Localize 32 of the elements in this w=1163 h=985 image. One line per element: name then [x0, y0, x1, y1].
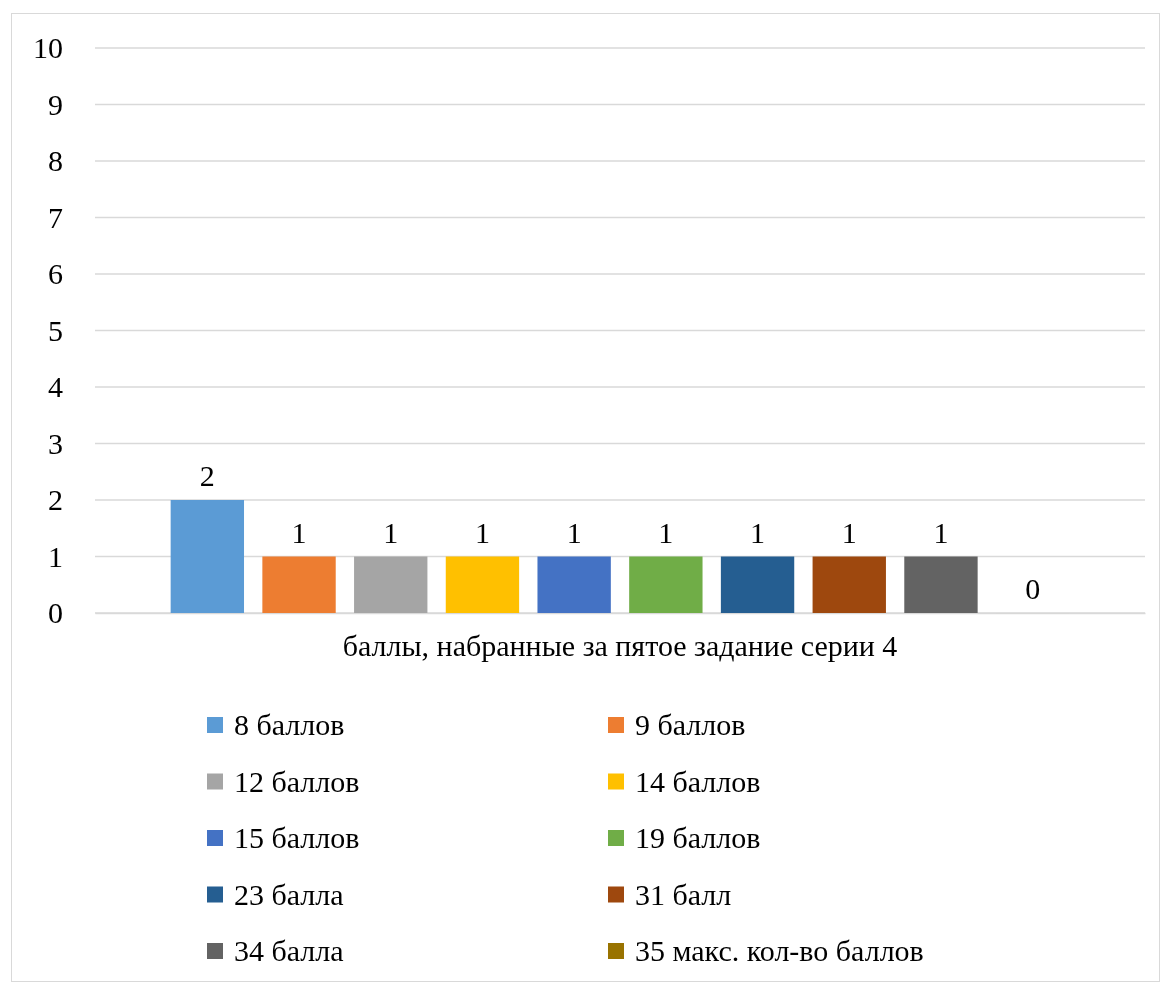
legend-label: 34 балла	[234, 934, 344, 967]
legend-label: 9 баллов	[635, 708, 746, 741]
data-label: 1	[291, 515, 307, 549]
y-tick-label: 10	[33, 31, 63, 65]
y-tick-label: 9	[48, 87, 63, 121]
data-label: 1	[474, 515, 490, 549]
legend-label: 12 баллов	[234, 764, 360, 798]
y-tick-label: 8	[48, 144, 63, 178]
legend-label: 23 балла	[234, 877, 344, 911]
data-label: 2	[199, 459, 215, 492]
data-label: 1	[383, 515, 399, 549]
data-label: 1	[750, 515, 766, 549]
y-tick-label: 7	[48, 200, 63, 234]
data-label: 1	[933, 515, 949, 549]
legend-label: 31 балл	[635, 877, 732, 911]
y-tick-label: 5	[48, 313, 63, 347]
legend-label: 35 макс. кол-во баллов	[635, 934, 924, 967]
data-label: 1	[566, 515, 582, 549]
y-tick-label: 1	[48, 539, 63, 573]
y-tick-label: 4	[48, 370, 63, 404]
legend-label: 14 баллов	[635, 764, 761, 798]
y-tick-label: 0	[48, 596, 63, 630]
x-tick-label: баллы, набранные за пятое задание серии 4	[342, 629, 898, 663]
legend-label: 15 баллов	[234, 821, 360, 854]
y-tick-label: 3	[48, 426, 63, 460]
legend-label: 8 баллов	[234, 708, 345, 741]
y-tick-label: 2	[48, 483, 63, 517]
data-label: 1	[658, 515, 674, 549]
y-tick-label: 6	[48, 257, 63, 291]
data-label: 1	[841, 515, 857, 549]
data-label: 0	[1025, 572, 1041, 605]
legend-label: 19 баллов	[635, 821, 761, 854]
